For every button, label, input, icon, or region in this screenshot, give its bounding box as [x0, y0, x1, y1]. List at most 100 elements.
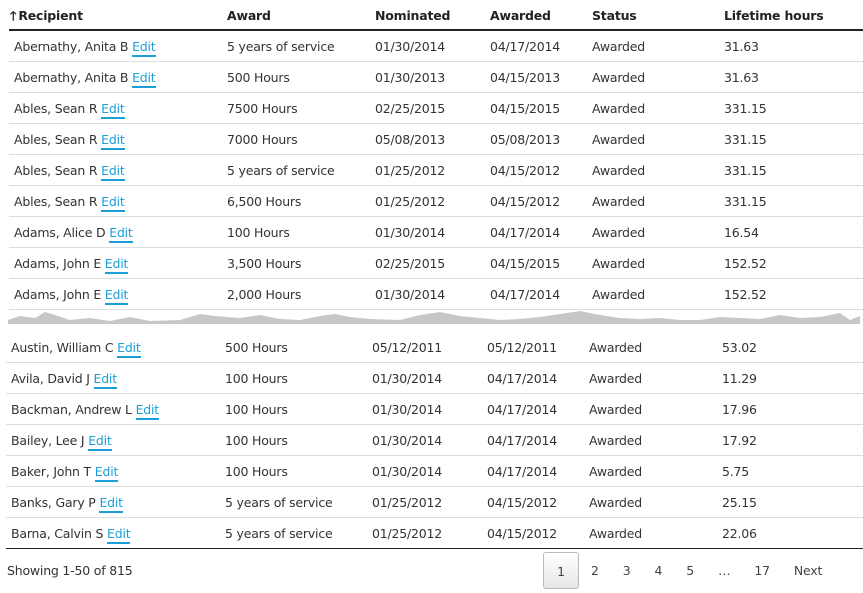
cell-recipient: Banks, Gary P Edit: [11, 487, 123, 518]
cell-lifetime-hours: 331.15: [724, 132, 767, 147]
cell-recipient: Ables, Sean R Edit: [14, 124, 125, 155]
cell-status: Awarded: [589, 340, 643, 355]
page-button-17[interactable]: 17: [754, 563, 770, 578]
table-row: Backman, Andrew L Edit 100 Hours 01/30/201…: [6, 394, 863, 425]
cell-award: 500 Hours: [225, 340, 288, 355]
cell-award: 7000 Hours: [227, 132, 298, 147]
cell-awarded: 04/17/2014: [487, 402, 558, 417]
cell-status: Awarded: [592, 70, 646, 85]
cell-award: 5 years of service: [225, 526, 333, 541]
edit-link[interactable]: Edit: [101, 164, 125, 181]
edit-link[interactable]: Edit: [101, 133, 125, 150]
cell-awarded: 04/17/2014: [490, 287, 561, 302]
edit-link[interactable]: Edit: [94, 465, 118, 482]
edit-link[interactable]: Edit: [99, 496, 123, 513]
cell-nominated: 01/30/2013: [375, 70, 446, 85]
cell-nominated: 01/25/2012: [375, 194, 446, 209]
cell-nominated: 01/30/2014: [372, 433, 443, 448]
table-row: Ables, Sean R Edit 7500 Hours 02/25/2015 04…: [9, 93, 863, 124]
cell-lifetime-hours: 31.63: [724, 39, 759, 54]
next-page-button[interactable]: Next: [793, 563, 823, 578]
cell-status: Awarded: [592, 101, 646, 116]
page-button-2[interactable]: 2: [591, 563, 599, 578]
cell-awarded: 04/17/2014: [487, 464, 558, 479]
cell-lifetime-hours: 17.96: [722, 402, 757, 417]
edit-link[interactable]: Edit: [93, 372, 117, 389]
cell-awarded: 04/15/2012: [487, 526, 558, 541]
column-header-status[interactable]: Status: [592, 8, 637, 23]
page-button-3[interactable]: 3: [622, 563, 631, 578]
column-header-nominated[interactable]: Nominated: [375, 8, 451, 23]
table-row: Adams, John E Edit 3,500 Hours 02/25/2015 0…: [9, 248, 863, 279]
cell-status: Awarded: [589, 464, 643, 479]
cell-award: 5 years of service: [225, 495, 333, 510]
page-button-5[interactable]: 5: [686, 563, 695, 578]
cell-nominated: 02/25/2015: [375, 101, 446, 116]
cell-lifetime-hours: 17.92: [722, 433, 757, 448]
cell-status: Awarded: [589, 526, 643, 541]
table-row: Adams, Alice D Edit 100 Hours 01/30/2014 04…: [9, 217, 863, 248]
cell-nominated: 01/30/2014: [372, 371, 443, 386]
column-header-recipient[interactable]: 🡑 Recipient: [10, 0, 83, 31]
cell-status: Awarded: [592, 287, 646, 302]
table-row: Ables, Sean R Edit 6,500 Hours 01/25/2012 0…: [9, 186, 863, 217]
edit-link[interactable]: Edit: [107, 527, 131, 544]
table-row: Ables, Sean R Edit 7000 Hours 05/08/2013 05…: [9, 124, 863, 155]
edit-link[interactable]: Edit: [132, 71, 156, 88]
column-header-award[interactable]: Award: [227, 8, 271, 23]
cell-awarded: 04/17/2014: [487, 371, 558, 386]
cell-lifetime-hours: 331.15: [724, 163, 767, 178]
cell-awarded: 04/15/2013: [490, 70, 561, 85]
cell-awarded: 04/15/2015: [490, 101, 561, 116]
edit-link[interactable]: Edit: [88, 434, 112, 451]
column-header-awarded[interactable]: Awarded: [490, 8, 551, 23]
cell-awarded: 04/17/2014: [490, 39, 561, 54]
cell-status: Awarded: [592, 194, 646, 209]
cell-nominated: 01/30/2014: [372, 464, 443, 479]
cell-awarded: 05/08/2013: [490, 132, 561, 147]
edit-link[interactable]: Edit: [104, 288, 128, 305]
table-row: Barna, Calvin S Edit 5 years of service 01…: [6, 518, 863, 549]
table-row: Ables, Sean R Edit 5 years of service 01/2…: [9, 155, 863, 186]
cell-awarded: 04/17/2014: [490, 225, 561, 240]
table-row: Banks, Gary P Edit 5 years of service 01/2…: [6, 487, 863, 518]
cell-award: 100 Hours: [225, 464, 288, 479]
cell-status: Awarded: [589, 402, 643, 417]
edit-link[interactable]: Edit: [109, 226, 133, 243]
cell-status: Awarded: [589, 495, 643, 510]
cell-nominated: 01/25/2012: [372, 526, 443, 541]
column-header-lifetime-hours[interactable]: Lifetime hours: [724, 8, 824, 23]
cell-status: Awarded: [592, 225, 646, 240]
table-row: Bailey, Lee J Edit 100 Hours 01/30/2014 04/…: [6, 425, 863, 456]
cell-nominated: 05/12/2011: [372, 340, 443, 355]
cell-award: 5 years of service: [227, 39, 335, 54]
edit-link[interactable]: Edit: [104, 257, 128, 274]
cell-lifetime-hours: 16.54: [724, 225, 759, 240]
cell-recipient: Abernathy, Anita B Edit: [14, 31, 156, 62]
cell-status: Awarded: [592, 132, 646, 147]
cell-nominated: 01/30/2014: [375, 287, 446, 302]
cell-award: 100 Hours: [225, 433, 288, 448]
cell-recipient: Ables, Sean R Edit: [14, 155, 125, 186]
page-button-4[interactable]: 4: [654, 563, 663, 578]
cell-recipient: Ables, Sean R Edit: [14, 186, 125, 217]
cell-status: Awarded: [592, 256, 646, 271]
cell-lifetime-hours: 22.06: [722, 526, 757, 541]
edit-link[interactable]: Edit: [132, 40, 156, 57]
cell-recipient: Bailey, Lee J Edit: [11, 425, 112, 456]
cell-award: 6,500 Hours: [227, 194, 302, 209]
page-button-1[interactable]: 1: [543, 552, 579, 589]
edit-link[interactable]: Edit: [117, 341, 141, 358]
edit-link[interactable]: Edit: [101, 102, 125, 119]
cell-recipient: Baker, John T Edit: [11, 456, 118, 487]
cell-awarded: 04/15/2012: [490, 163, 561, 178]
cell-lifetime-hours: 5.75: [722, 464, 750, 479]
edit-link[interactable]: Edit: [101, 195, 125, 212]
cell-nominated: 01/30/2014: [375, 225, 446, 240]
edit-link[interactable]: Edit: [135, 403, 159, 420]
cell-nominated: 01/25/2012: [375, 163, 446, 178]
cell-status: Awarded: [589, 433, 643, 448]
results-count: Showing 1-50 of 815: [7, 563, 133, 578]
cell-recipient: Adams, John E Edit: [14, 279, 128, 310]
cell-award: 2,000 Hours: [227, 287, 302, 302]
